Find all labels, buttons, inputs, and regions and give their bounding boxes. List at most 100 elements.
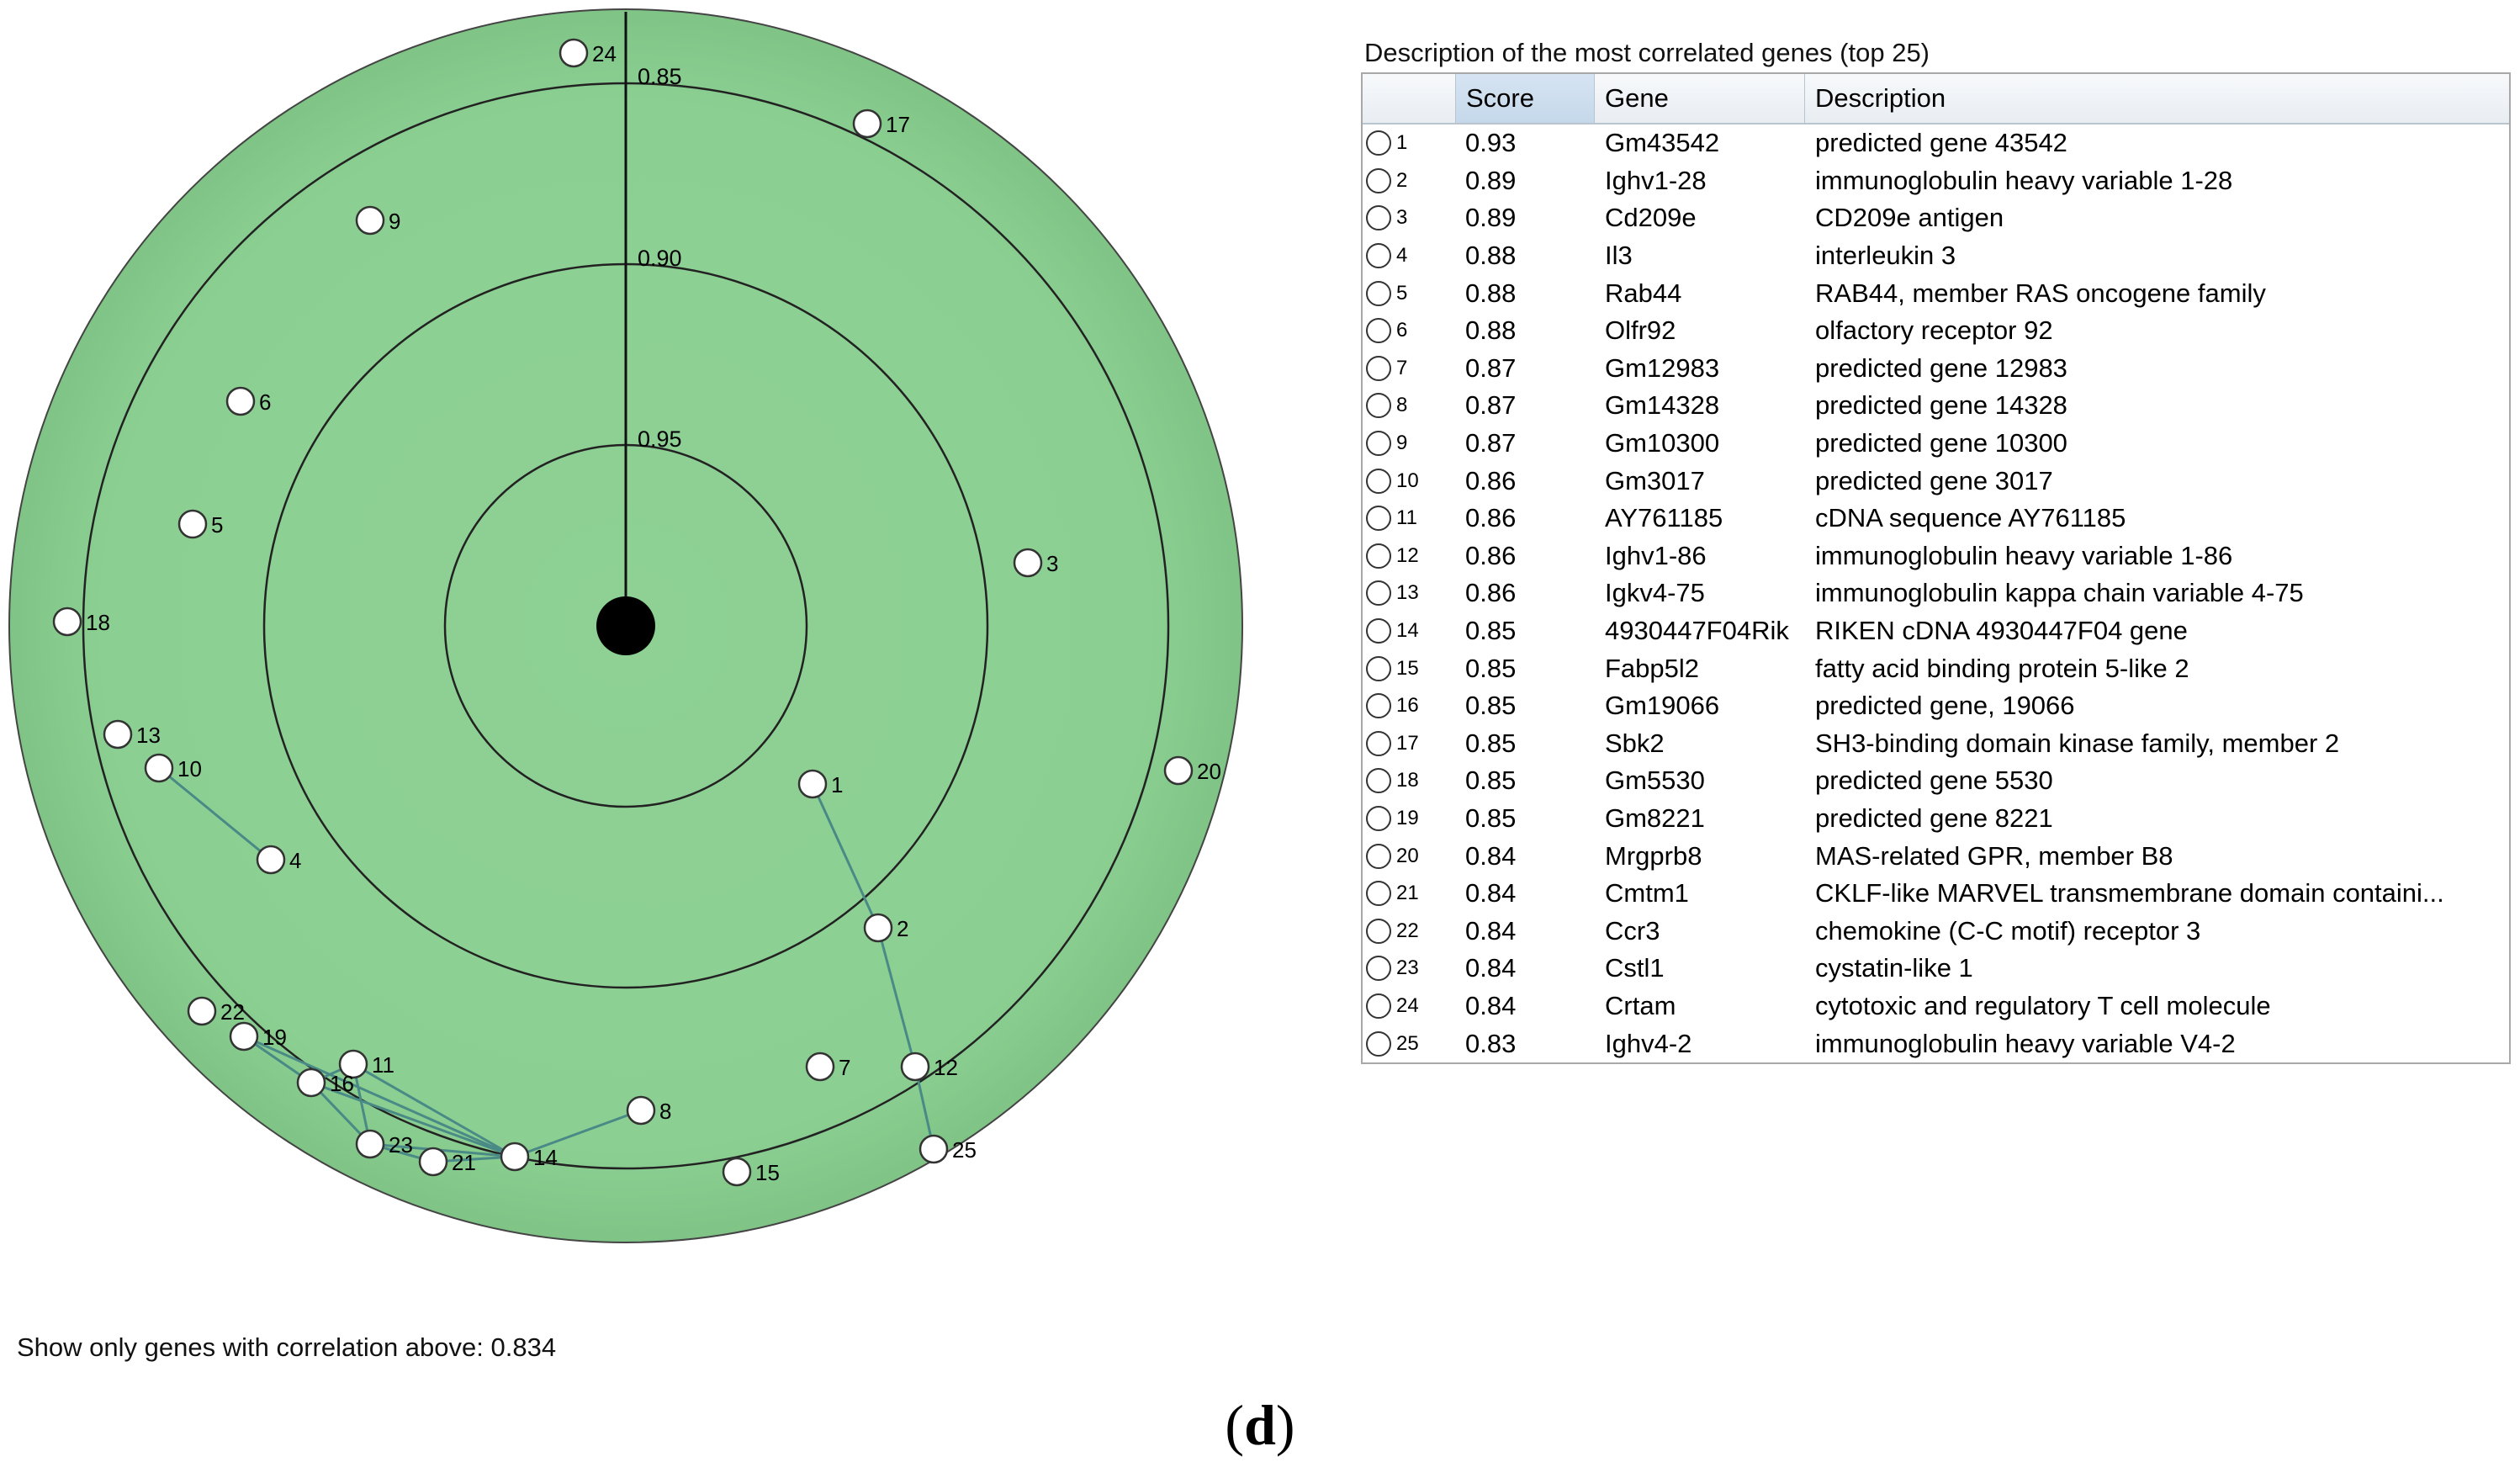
gene-node[interactable] — [863, 913, 893, 943]
row-select[interactable]: 7 — [1363, 355, 1455, 381]
table-row[interactable]: 8 0.87 Gm14328 predicted gene 14328 — [1363, 387, 2509, 425]
gene-node[interactable] — [900, 1052, 930, 1082]
table-row[interactable]: 14 0.85 4930447F04Rik RIKEN cDNA 4930447F04… — [1363, 612, 2509, 650]
row-select[interactable]: 3 — [1363, 205, 1455, 231]
gene-node[interactable] — [229, 1021, 259, 1052]
gene-node[interactable] — [296, 1067, 326, 1098]
table-row[interactable]: 12 0.86 Ighv1-86 immunoglobulin heavy varia… — [1363, 538, 2509, 575]
radio-button[interactable] — [1366, 730, 1391, 756]
gene-node[interactable] — [187, 996, 217, 1026]
table-row[interactable]: 23 0.84 Cstl1 cystatin-like 1 — [1363, 950, 2509, 988]
table-row[interactable]: 16 0.85 Gm19066 predicted gene, 19066 — [1363, 687, 2509, 725]
table-row[interactable]: 25 0.83 Ighv4-2 immunoglobulin heavy variab… — [1363, 1025, 2509, 1062]
row-select[interactable]: 10 — [1363, 468, 1455, 494]
gene-node[interactable] — [805, 1052, 835, 1082]
row-select[interactable]: 24 — [1363, 993, 1455, 1019]
row-select[interactable]: 25 — [1363, 1030, 1455, 1057]
row-select[interactable]: 16 — [1363, 693, 1455, 719]
table-row[interactable]: 18 0.85 Gm5530 predicted gene 5530 — [1363, 762, 2509, 800]
gene-node[interactable] — [919, 1134, 949, 1164]
radio-button[interactable] — [1366, 280, 1391, 306]
radio-button[interactable] — [1366, 918, 1391, 944]
radio-button[interactable] — [1366, 768, 1391, 794]
gene-node[interactable] — [559, 38, 589, 68]
row-select[interactable]: 5 — [1363, 280, 1455, 306]
table-row[interactable]: 17 0.85 Sbk2 SH3-binding domain kinase fami… — [1363, 725, 2509, 763]
gene-node[interactable] — [418, 1147, 448, 1177]
table-row[interactable]: 7 0.87 Gm12983 predicted gene 12983 — [1363, 350, 2509, 388]
radio-button[interactable] — [1366, 543, 1391, 569]
row-select[interactable]: 19 — [1363, 805, 1455, 831]
table-row[interactable]: 1 0.93 Gm43542 predicted gene 43542 — [1363, 124, 2509, 162]
table-row[interactable]: 3 0.89 Cd209e CD209e antigen — [1363, 199, 2509, 237]
row-select[interactable]: 20 — [1363, 843, 1455, 869]
gene-node[interactable] — [338, 1049, 368, 1079]
radio-button[interactable] — [1366, 355, 1391, 381]
gene-node[interactable] — [225, 386, 256, 416]
gene-node[interactable] — [797, 769, 828, 799]
gene-node[interactable] — [52, 607, 82, 637]
radio-button[interactable] — [1366, 468, 1391, 494]
gene-node[interactable] — [500, 1142, 530, 1172]
header-description[interactable]: Description — [1815, 83, 1946, 113]
radio-button[interactable] — [1366, 243, 1391, 269]
radio-button[interactable] — [1366, 167, 1391, 193]
table-row[interactable]: 24 0.84 Crtam cytotoxic and regulatory T ce… — [1363, 988, 2509, 1025]
header-gene[interactable]: Gene — [1595, 74, 1805, 123]
gene-node[interactable] — [256, 845, 286, 875]
row-select[interactable]: 6 — [1363, 318, 1455, 344]
row-select[interactable]: 4 — [1363, 243, 1455, 269]
radio-button[interactable] — [1366, 993, 1391, 1019]
radio-button[interactable] — [1366, 506, 1391, 532]
gene-node[interactable] — [1163, 755, 1194, 786]
radio-button[interactable] — [1366, 956, 1391, 982]
radio-button[interactable] — [1366, 205, 1391, 231]
row-select[interactable]: 15 — [1363, 655, 1455, 681]
table-row[interactable]: 20 0.84 Mrgprb8 MAS-related GPR, member B8 — [1363, 837, 2509, 875]
row-select[interactable]: 21 — [1363, 881, 1455, 907]
row-select[interactable]: 14 — [1363, 618, 1455, 644]
radio-button[interactable] — [1366, 580, 1391, 607]
radio-button[interactable] — [1366, 655, 1391, 681]
radio-button[interactable] — [1366, 318, 1391, 344]
radio-button[interactable] — [1366, 805, 1391, 831]
gene-node[interactable] — [177, 509, 208, 539]
radio-button[interactable] — [1366, 881, 1391, 907]
table-row[interactable]: 19 0.85 Gm8221 predicted gene 8221 — [1363, 800, 2509, 838]
gene-node[interactable] — [626, 1095, 656, 1126]
table-row[interactable]: 10 0.86 Gm3017 predicted gene 3017 — [1363, 462, 2509, 500]
table-row[interactable]: 6 0.88 Olfr92 olfactory receptor 92 — [1363, 312, 2509, 350]
table-row[interactable]: 22 0.84 Ccr3 chemokine (C-C motif) receptor… — [1363, 912, 2509, 950]
gene-node[interactable] — [144, 753, 174, 783]
header-score[interactable]: Score — [1455, 74, 1595, 123]
gene-node[interactable] — [103, 719, 133, 750]
table-row[interactable]: 15 0.85 Fabp5l2 fatty acid binding protein … — [1363, 649, 2509, 687]
row-select[interactable]: 23 — [1363, 956, 1455, 982]
table-row[interactable]: 5 0.88 Rab44 RAB44, member RAS oncogene fam… — [1363, 274, 2509, 312]
row-select[interactable]: 22 — [1363, 918, 1455, 944]
gene-node[interactable] — [355, 1129, 385, 1159]
table-row[interactable]: 21 0.84 Cmtm1 CKLF-like MARVEL transmembran… — [1363, 875, 2509, 913]
row-select[interactable]: 2 — [1363, 167, 1455, 193]
row-select[interactable]: 17 — [1363, 730, 1455, 756]
table-row[interactable]: 9 0.87 Gm10300 predicted gene 10300 — [1363, 425, 2509, 463]
gene-node[interactable] — [1013, 548, 1043, 578]
gene-node[interactable] — [852, 109, 882, 139]
table-row[interactable]: 2 0.89 Ighv1-28 immunoglobulin heavy variab… — [1363, 162, 2509, 200]
gene-node[interactable] — [355, 205, 385, 236]
radio-button[interactable] — [1366, 431, 1391, 457]
row-select[interactable]: 8 — [1363, 393, 1455, 419]
table-row[interactable]: 13 0.86 Igkv4-75 immunoglobulin kappa chain… — [1363, 575, 2509, 612]
radio-button[interactable] — [1366, 393, 1391, 419]
gene-node[interactable] — [722, 1157, 752, 1187]
radio-button[interactable] — [1366, 1030, 1391, 1057]
row-select[interactable]: 9 — [1363, 431, 1455, 457]
radio-button[interactable] — [1366, 618, 1391, 644]
radio-button[interactable] — [1366, 130, 1391, 156]
row-select[interactable]: 13 — [1363, 580, 1455, 607]
radio-button[interactable] — [1366, 693, 1391, 719]
row-select[interactable]: 12 — [1363, 543, 1455, 569]
table-row[interactable]: 11 0.86 AY761185 cDNA sequence AY761185 — [1363, 500, 2509, 538]
row-select[interactable]: 18 — [1363, 768, 1455, 794]
radio-button[interactable] — [1366, 843, 1391, 869]
